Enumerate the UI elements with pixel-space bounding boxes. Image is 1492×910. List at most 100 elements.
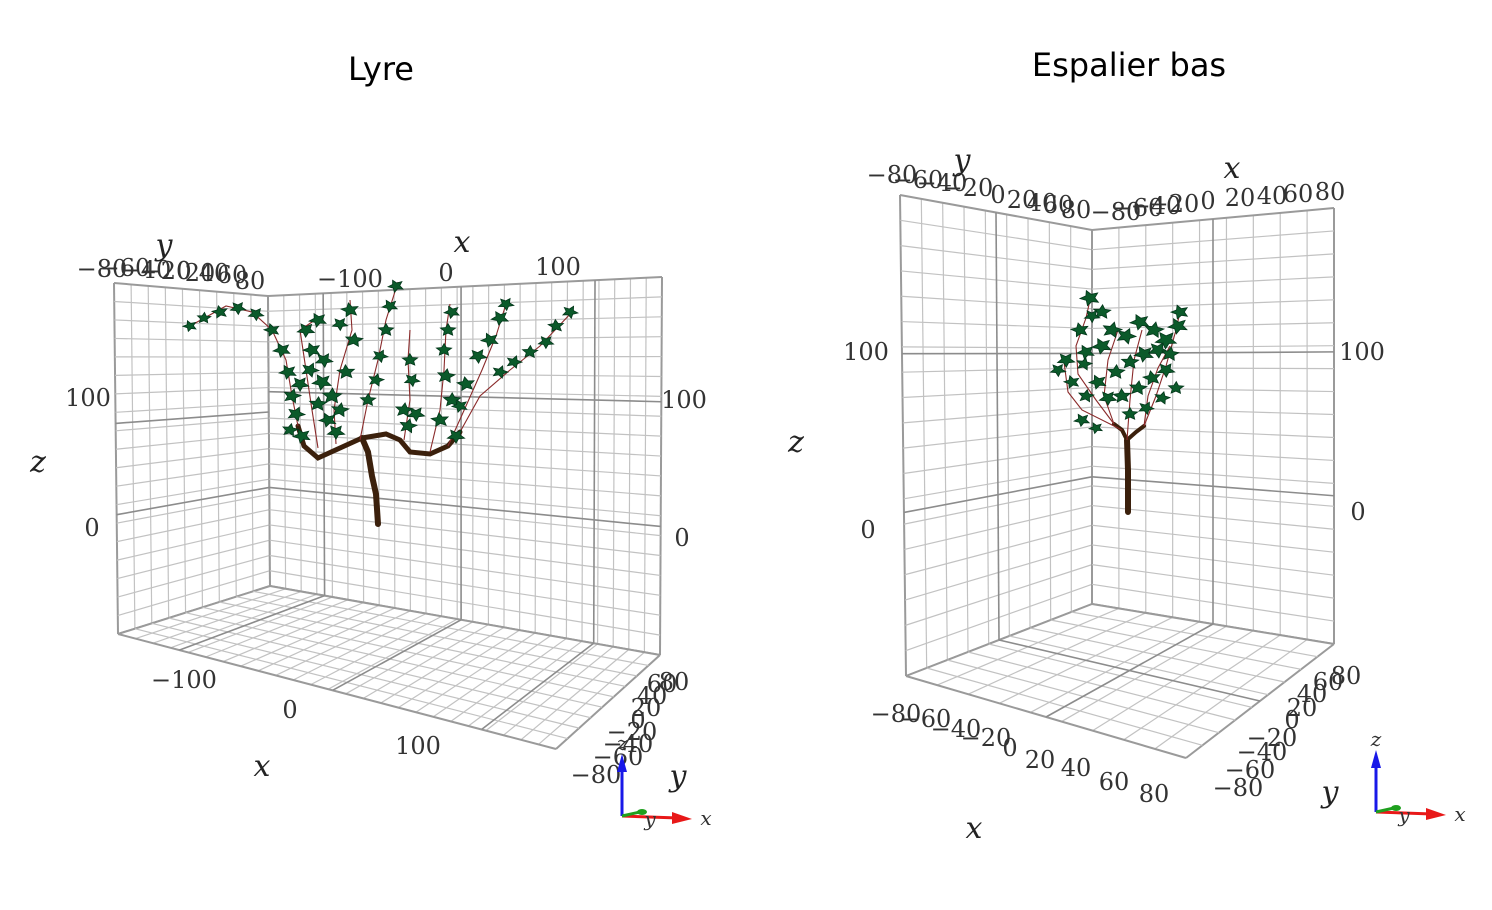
back-left-wall-gridline — [115, 386, 269, 395]
back-left-wall-gridline — [963, 206, 969, 653]
x-axis-label: x — [1224, 151, 1241, 186]
z-axis-label: z — [787, 425, 804, 460]
triad-y-arrowhead — [1391, 805, 1401, 811]
y-tick-label: 40 — [1297, 680, 1328, 708]
back-right-wall-gridline — [269, 493, 661, 537]
3d-scene-espalier-bas[interactable]: −80−60−40−200 20 40 60 80−80−60−40−20 0 20 4060… — [746, 0, 1492, 910]
back-right-wall-gridline — [267, 295, 271, 587]
leaf — [1062, 375, 1080, 389]
leaf — [359, 392, 377, 407]
leaf — [290, 377, 310, 392]
triad-x-arrowhead — [1426, 808, 1446, 820]
floor-gridline — [185, 612, 603, 708]
floor-gridline — [415, 632, 536, 713]
x-tick-label: 0 — [1200, 187, 1215, 215]
floor-gridline — [485, 643, 598, 732]
leaf — [1098, 391, 1118, 407]
x-tick-label: 0 — [1002, 734, 1017, 762]
y-tick-label: −80 — [571, 761, 622, 789]
y-tick-label: −40 — [917, 169, 968, 197]
x-tick-label: −100 — [151, 666, 217, 694]
leaf — [1133, 346, 1154, 363]
leaf — [301, 342, 321, 358]
leaf — [435, 342, 453, 356]
axis-triad: z x y — [1370, 727, 1466, 827]
leaf — [547, 318, 565, 333]
back-left-wall-gridline — [115, 402, 269, 413]
back-right-wall-gridline — [268, 296, 662, 312]
chart-panel-espalier-bas[interactable]: Espalier bas −80 −60 −40 −20 0 20 40 60 80 −80 −60… — [746, 0, 1492, 910]
floor-gridline — [202, 606, 614, 698]
y-tick-label: 80 — [1061, 196, 1092, 224]
y-axis-label: y — [154, 228, 174, 263]
plant-espalier-bas — [1049, 289, 1189, 515]
floor-gridline — [236, 596, 638, 677]
back-right-wall-gridline — [269, 509, 661, 557]
leaf — [468, 349, 488, 365]
back-left-wall-major-gridline — [115, 411, 269, 425]
leaf — [296, 323, 316, 338]
floor-gridline — [240, 604, 380, 667]
back-right-wall-major-gridline — [322, 293, 326, 596]
leaf — [1160, 346, 1180, 362]
back-left-wall-gridline — [233, 293, 237, 597]
y-tick-label: 0 — [176, 257, 191, 285]
leaf — [1090, 338, 1112, 355]
z-tick-label: 0 — [1350, 498, 1365, 526]
y-tick-label: −40 — [603, 730, 654, 758]
y-tick-label: −40 — [121, 256, 172, 284]
chart-panel-lyre[interactable]: Lyre −100 0 100 −100 0 100 −80 −60 −40 −20 0 20 40 60… — [0, 0, 746, 910]
back-right-wall-gridline — [268, 336, 662, 343]
leaf — [1087, 422, 1104, 435]
leaf — [1078, 289, 1100, 307]
leaf — [1083, 309, 1101, 324]
floor-major-gridline — [332, 619, 462, 692]
x-axis-label: x — [254, 749, 271, 784]
leaf — [291, 428, 311, 444]
back-left-wall-major-gridline — [116, 486, 270, 516]
leaf — [1154, 331, 1178, 350]
back-left-wall-gridline — [115, 371, 269, 376]
floor-major-gridline — [179, 594, 325, 651]
floor-gridline — [205, 599, 349, 658]
y-tick-label: 20 — [1287, 694, 1318, 722]
x-tick-label: −40 — [1131, 192, 1182, 220]
floor-gridline — [345, 621, 474, 695]
x-tick-label: 20 — [1025, 746, 1056, 774]
y-tick-label: 40 — [1027, 189, 1058, 217]
back-left-wall-gridline — [115, 417, 269, 432]
x-tick-label: −60 — [1113, 194, 1164, 222]
back-left-wall-gridline — [216, 291, 220, 603]
back-right-wall-major-gridline — [1091, 476, 1335, 497]
leaf — [1167, 380, 1185, 395]
floor-gridline — [222, 602, 364, 663]
y-tick-label: −60 — [893, 166, 944, 194]
back-right-wall-gridline — [314, 293, 318, 595]
back-right-wall-gridline — [393, 289, 396, 609]
leaf — [1138, 401, 1156, 416]
back-right-wall-gridline — [269, 524, 661, 577]
leaf — [1116, 327, 1138, 345]
floor-gridline — [170, 593, 318, 649]
leaf — [446, 429, 466, 445]
scene-content: −80−60−40−200 20 40 60 80−80−60−40−20 0 20 4060… — [787, 143, 1466, 846]
leaf — [1112, 387, 1132, 403]
leaf — [399, 418, 419, 434]
leaf — [1102, 321, 1124, 339]
floor-gridline — [134, 628, 568, 740]
back-left-wall-gridline — [116, 509, 270, 543]
y-tick-label: 80 — [235, 267, 266, 295]
back-left-wall-gridline — [1070, 226, 1072, 613]
back-left-wall-major-gridline — [995, 212, 1000, 641]
y-tick-label: 20 — [185, 259, 216, 287]
leaf — [277, 364, 297, 380]
back-left-wall-gridline — [116, 448, 270, 469]
back-left-wall-gridline — [116, 478, 270, 506]
y-tick-label: 0 — [1284, 706, 1299, 734]
floor-gridline — [380, 626, 505, 704]
x-tick-label: 40 — [1061, 754, 1092, 782]
leaf — [1049, 363, 1067, 378]
shoot — [459, 311, 573, 433]
back-left-wall-gridline — [116, 493, 270, 524]
